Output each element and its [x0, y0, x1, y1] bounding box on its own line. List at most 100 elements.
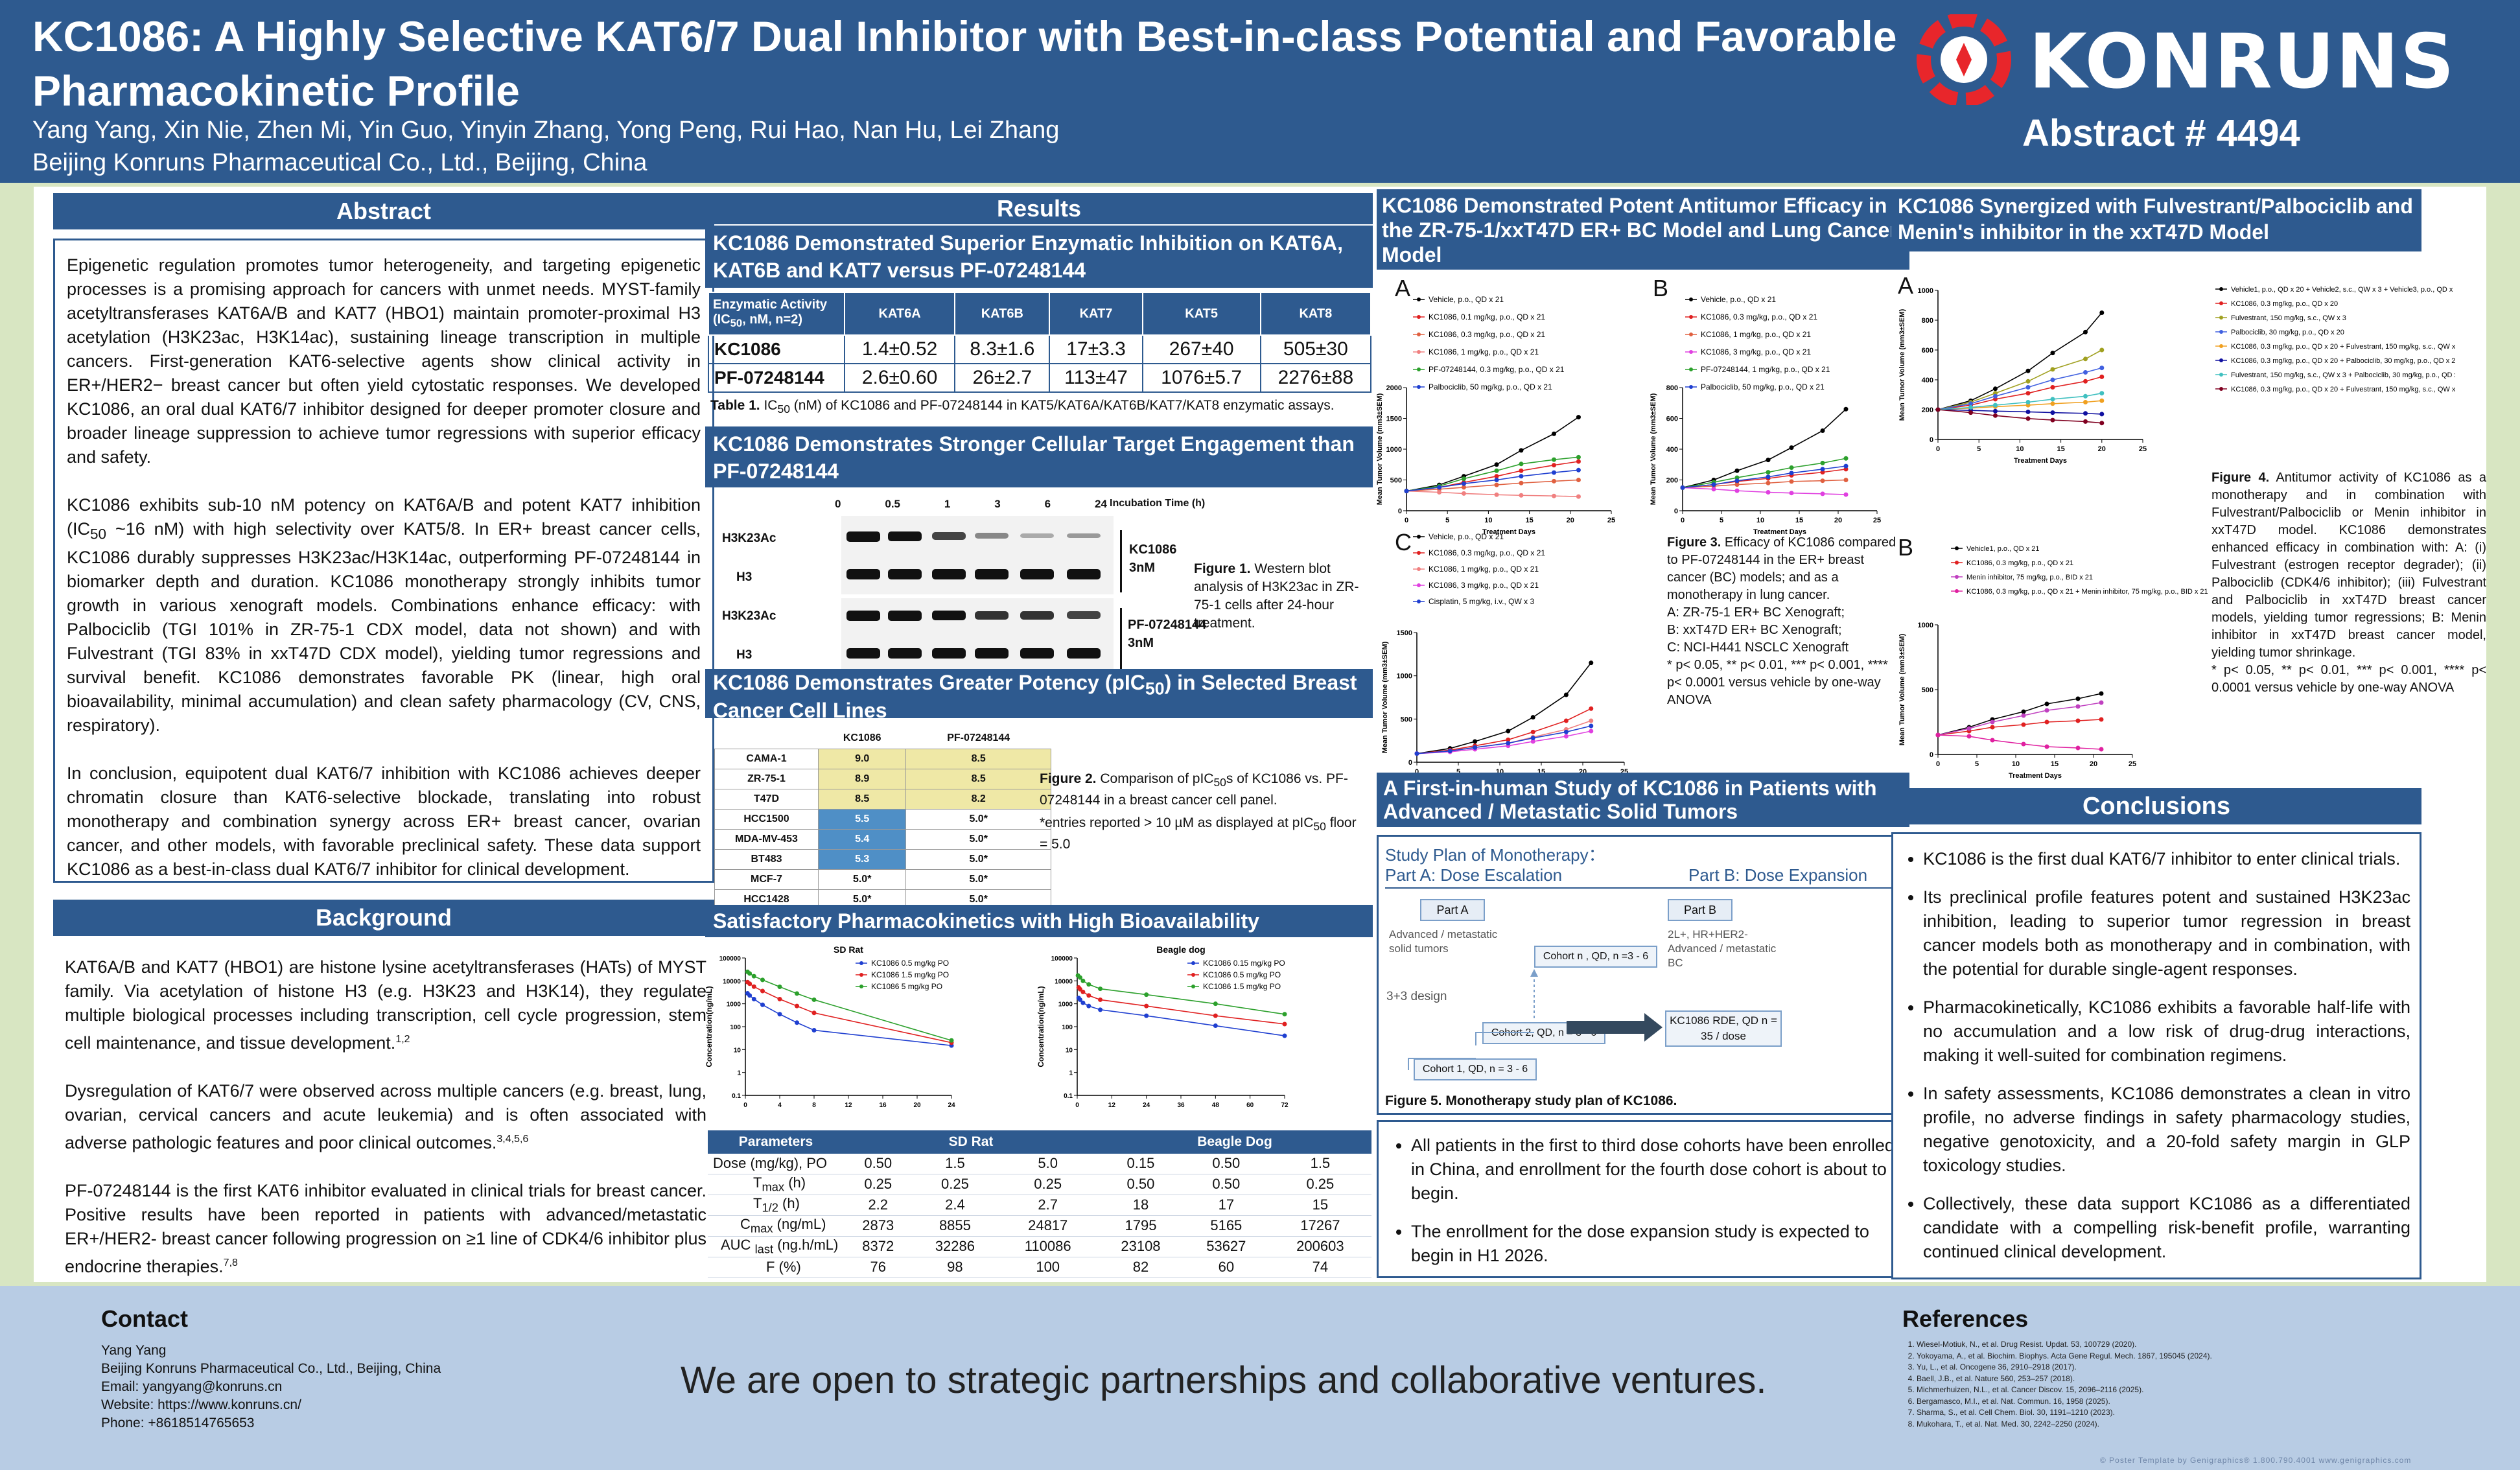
table-row: T1/2 (h) 2.2 2.4 2.7 18 17 15: [708, 1195, 1371, 1216]
data-point: [1437, 485, 1442, 490]
background-paragraph-2: Dysregulation of KAT6/7 were observed ac…: [65, 1081, 706, 1152]
part-b-desc: 2L+, HR+HER2- Advanced / metastatic BC: [1668, 928, 1777, 969]
legend-label: KC1086, 0.3 mg/kg, p.o., QD x 21: [1429, 548, 1545, 557]
data-point: [1589, 706, 1594, 711]
h441-tumor-chart: 0510152025050010001500Treatment DaysMean…: [1381, 532, 1628, 788]
contact-details: Yang Yang Beijing Konruns Pharmaceutical…: [101, 1343, 441, 1430]
y-tick-label: 500: [1401, 716, 1412, 723]
data-point: [1552, 457, 1557, 462]
data-point: [1576, 478, 1581, 482]
part-b-box: Part B: [1668, 899, 1732, 921]
conclusions-heading: Conclusions: [1891, 788, 2421, 824]
blot-group-bracket: [1120, 608, 1122, 670]
y-tick-label: 1000: [1386, 446, 1402, 454]
synergy-heading: KC1086 Synergized with Fulvestrant/Palbo…: [1891, 189, 2421, 251]
data-point: [1494, 474, 1499, 479]
author-list: Yang Yang, Xin Nie, Zhen Mi, Yin Guo, Yi…: [32, 117, 1060, 144]
data-point: [2025, 368, 2031, 373]
data-point: [777, 996, 782, 1001]
xxt47d-tumor-chart: 0 5 10 15 20 25 0 200 400 600 800 Treatment Days Mea…: [1650, 295, 1881, 536]
data-point: [1530, 729, 1535, 734]
data-point: [1766, 480, 1771, 485]
data-point: [1213, 1013, 1218, 1018]
data-point: [2050, 377, 2055, 382]
data-point: [1789, 479, 1794, 484]
y-tick-label: 200: [1666, 477, 1678, 485]
y-tick-label: 0.1: [1064, 1093, 1073, 1100]
data-point: [1213, 1023, 1218, 1029]
figure2-caption: Figure 2. Comparison of pIC50s of KC1086…: [1040, 771, 1348, 808]
data-point: [1766, 474, 1771, 480]
blot-lane-label: H3K23Ac: [722, 609, 776, 623]
legend-marker: [1191, 985, 1195, 988]
y-tick-label: 800: [1666, 384, 1678, 392]
contact-website: Website: https://www.konruns.cn/: [101, 1397, 301, 1412]
y-tick-label: 0: [1408, 759, 1412, 767]
legend-label: KC1086 0.5 mg/kg PO: [871, 959, 949, 968]
x-tick-label: 0: [1075, 1102, 1079, 1108]
legend-label: Vehicle, p.o., QD x 21: [1429, 532, 1504, 541]
y-tick-label: 600: [1666, 415, 1678, 423]
legend-label: KC1086 1.5 mg/kg PO: [1203, 982, 1281, 991]
reference-item: Wiesel-Motiuk, N., et al. Drug Resist. U…: [1917, 1339, 2212, 1351]
data-point: [1992, 386, 1998, 391]
y-tick-label: 0: [1930, 751, 1933, 759]
legend-label: KC1086, 1 mg/kg, p.o., QD x 21: [1429, 565, 1539, 574]
y-tick-label: 1500: [1397, 629, 1412, 637]
y-tick-label: 500: [1922, 686, 1933, 694]
data-point: [1563, 718, 1569, 723]
x-axis-label: Treatment Days: [1753, 528, 1806, 536]
blot-group-bracket: [1120, 530, 1122, 592]
legend-label: Fulvestrant, 150 mg/kg, s.c., QW x 3: [2231, 314, 2346, 322]
data-point: [795, 991, 799, 996]
series-line: [1078, 986, 1285, 1025]
data-point: [1144, 1003, 1149, 1009]
template-credit: © Poster Template by Genigraphics® 1.800…: [2100, 1456, 2412, 1465]
pic50-table: KC1086 PF-07248144 CAMA-1 9.0 8.5 ZR-75-1 8…: [714, 729, 1051, 910]
data-point: [1734, 478, 1740, 484]
poster-body: Abstract Epigenetic regulation promotes …: [34, 187, 2486, 1282]
legend-label: KC1086, 0.3 mg/kg, p.o., QD x 21: [1429, 330, 1545, 339]
x-tick-label: 60: [1246, 1102, 1254, 1108]
data-point: [1552, 493, 1557, 498]
x-tick-label: 15: [2051, 760, 2059, 768]
blot-group2-label: PF-07248144 3nM: [1128, 618, 1207, 650]
data-point: [1506, 737, 1511, 742]
data-point: [1519, 461, 1524, 467]
data-point: [1711, 487, 1716, 492]
table-row: CAMA-1 9.0 8.5: [714, 748, 1051, 769]
y-axis-label: Concentration(ng/mL): [705, 986, 714, 1067]
legend-label: KC1086, 0.3 mg/kg, p.o., QD x 20: [2231, 300, 2338, 308]
legend-label: Menin inhibitor, 75 mg/kg, p.o., BID x 2…: [1966, 574, 2093, 581]
legend-marker: [1417, 600, 1421, 603]
x-tick-label: 15: [2057, 445, 2064, 453]
legend-marker: [2219, 344, 2223, 348]
data-point: [2044, 744, 2049, 749]
data-point: [1766, 470, 1771, 475]
data-point: [2044, 701, 2049, 706]
y-tick-label: 2000: [1386, 384, 1402, 392]
legend-label: KC1086, 0.3 mg/kg, p.o., QD x 20 + Fulve…: [2231, 386, 2455, 393]
study-plan-title: Study Plan of Monotherapy：: [1385, 845, 1605, 865]
abstract-number: Abstract # 4494: [2022, 112, 2300, 154]
data-point: [1519, 480, 1524, 485]
data-point: [2083, 379, 2088, 384]
data-point: [1461, 481, 1466, 486]
y-tick-label: 10000: [1055, 978, 1073, 985]
y-axis-label: Mean Tumor Volume (mm3±SEM): [1381, 641, 1389, 753]
y-axis-label: Mean Tumor Volume (mm3±SEM): [1650, 393, 1657, 505]
data-point: [2050, 351, 2055, 356]
data-point: [1968, 410, 1974, 415]
data-point: [1576, 467, 1581, 472]
legend-label: KC1086, 0.3 mg/kg, p.o., QD x 21: [1701, 312, 1817, 321]
x-tick-label: 72: [1281, 1102, 1289, 1108]
legend-marker: [1955, 546, 1959, 550]
y-tick-label: 10: [734, 1047, 741, 1054]
data-point: [1552, 478, 1557, 484]
legend-label: Palbociclib, 30 mg/kg, p.o., QD x 20: [2231, 329, 2344, 336]
pk-heading: Satisfactory Pharmacokinetics with High …: [705, 905, 1373, 937]
fih-bullet: The enrollment for the dose expansion st…: [1411, 1220, 1898, 1268]
cohort-n-box: Cohort n , QD, n =3 - 6: [1534, 946, 1657, 968]
reference-item: Yu, L., et al. Oncogene 36, 2910–2918 (2…: [1917, 1362, 2212, 1373]
legend-marker: [1191, 961, 1195, 965]
